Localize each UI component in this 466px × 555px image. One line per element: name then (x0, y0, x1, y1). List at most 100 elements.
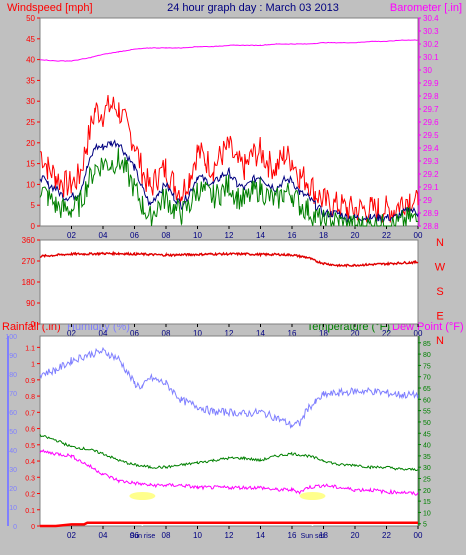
baro-tick-label: 30.3 (423, 27, 439, 36)
temperature-tick-label: 85 (423, 341, 431, 348)
x-tick-label: 16 (288, 231, 297, 240)
temperature-tick-label: 25 (423, 477, 431, 484)
x-tick-label: 12 (225, 231, 234, 240)
humidity-tick-label: 90 (9, 353, 17, 360)
direction-plot-area (39, 239, 419, 325)
series-gust (39, 95, 419, 223)
x-tick-label: 20 (351, 531, 360, 540)
series-average (39, 139, 419, 224)
temperature-tick-label: 20 (423, 488, 431, 495)
x-tick-label: 04 (99, 531, 108, 540)
series-low (39, 148, 419, 227)
x-tick-label: 18 (319, 231, 328, 240)
series-barometer (39, 39, 419, 62)
baro-tick-label: 28.8 (423, 222, 439, 231)
wind-tick-label: 30 (26, 97, 35, 106)
x-tick-label: 06 (130, 231, 139, 240)
temperature-tick-label: 45 (423, 431, 431, 438)
x-tick-label: 00 (414, 531, 423, 540)
wind-tick-label: 0 (31, 222, 36, 231)
humidity-tick-label: 80 (9, 372, 17, 379)
sunset-label: Sun set (301, 533, 325, 540)
baro-tick-label: 29 (423, 196, 432, 205)
series-temperature (39, 434, 419, 472)
rain-tick-label: 0.6 (25, 427, 35, 434)
x-tick-label: 08 (162, 329, 171, 338)
humidity-tick-label: 40 (9, 448, 17, 455)
temperature-tick-label: 30 (423, 465, 431, 472)
wind-tick-label: 5 (31, 201, 36, 210)
x-tick-label: 10 (193, 231, 202, 240)
x-tick-label: 14 (256, 231, 265, 240)
rain-tick-label: 0.7 (25, 410, 35, 417)
compass-label: S (436, 286, 443, 298)
x-tick-label: 14 (256, 329, 265, 338)
wind-tick-label: 10 (26, 180, 35, 189)
temperature-tick-label: 60 (423, 397, 431, 404)
baro-tick-label: 30 (423, 66, 432, 75)
compass-label: N (436, 237, 444, 249)
x-tick-label: 16 (288, 329, 297, 338)
wind-tick-label: 20 (26, 139, 35, 148)
rain-tick-label: 0.5 (25, 443, 35, 450)
baro-tick-label: 29.9 (423, 79, 439, 88)
baro-tick-label: 29.6 (423, 118, 439, 127)
series-rainfall (40, 521, 418, 528)
x-tick-label: 20 (351, 231, 360, 240)
temperature-tick-label: 80 (423, 352, 431, 359)
chart-title: 24 hour graph day : March 03 2013 (167, 2, 339, 14)
x-tick-label: 22 (382, 531, 391, 540)
baro-tick-label: 30.4 (423, 14, 439, 23)
baro-tick-label: 29.2 (423, 170, 439, 179)
baro-tick-label: 29.8 (423, 92, 439, 101)
x-tick-label: 10 (193, 531, 202, 540)
sunrise-glow (129, 492, 156, 500)
baro-tick-label: 29.3 (423, 157, 439, 166)
x-tick-label: 02 (67, 231, 76, 240)
baro-tick-label: 29.7 (423, 105, 439, 114)
wind-tick-label: 25 (26, 118, 35, 127)
rain-tick-label: 0.3 (25, 475, 35, 482)
x-tick-label: 02 (67, 531, 76, 540)
rain-tick-label: 0.1 (25, 508, 35, 515)
sunrise-label: Sun rise (130, 533, 156, 540)
wind-axis-title: Windspeed [mph] (7, 2, 93, 14)
x-tick-label: 10 (193, 329, 202, 338)
baro-tick-label: 29.4 (423, 144, 439, 153)
humidity-tick-label: 100 (5, 334, 17, 341)
x-tick-label: 18 (319, 329, 328, 338)
baro-tick-label: 29.1 (423, 183, 439, 192)
x-tick-label: 12 (225, 329, 234, 338)
baro-tick-label: 30.2 (423, 40, 439, 49)
wind-tick-label: 45 (26, 35, 35, 44)
x-tick-label: 22 (382, 329, 391, 338)
x-tick-label: 16 (288, 531, 297, 540)
humidity-tick-label: 0 (13, 524, 17, 531)
humidity-tick-label: 70 (9, 391, 17, 398)
temperature-tick-label: 50 (423, 420, 431, 427)
direction-tick-label: 270 (22, 257, 36, 266)
rain-tick-label: 0.8 (25, 394, 35, 401)
wind-tick-label: 15 (26, 160, 35, 169)
x-tick-label: 20 (351, 329, 360, 338)
baro-axis-title: Barometer [.in] (390, 2, 462, 14)
compass-label: E (436, 311, 443, 323)
temperature-tick-label: 35 (423, 454, 431, 461)
rain-tick-label: 0.2 (25, 492, 35, 499)
temperature-tick-label: 10 (423, 510, 431, 517)
humidity-tick-label: 10 (9, 505, 17, 512)
x-tick-label: 22 (382, 231, 391, 240)
baro-tick-label: 28.9 (423, 209, 439, 218)
temperature-tick-label: 55 (423, 409, 431, 416)
rain-tick-label: 0 (31, 524, 35, 531)
x-tick-label: 08 (162, 231, 171, 240)
rain-tick-label: 1.1 (25, 345, 35, 352)
x-tick-label: 14 (256, 531, 265, 540)
x-tick-label: 06 (130, 329, 139, 338)
x-tick-label: 02 (67, 329, 76, 338)
rain-tick-label: 0.4 (25, 459, 35, 466)
humidity-tick-label: 20 (9, 486, 17, 493)
compass-label: N (436, 335, 444, 347)
humidity-tick-label: 30 (9, 467, 17, 474)
